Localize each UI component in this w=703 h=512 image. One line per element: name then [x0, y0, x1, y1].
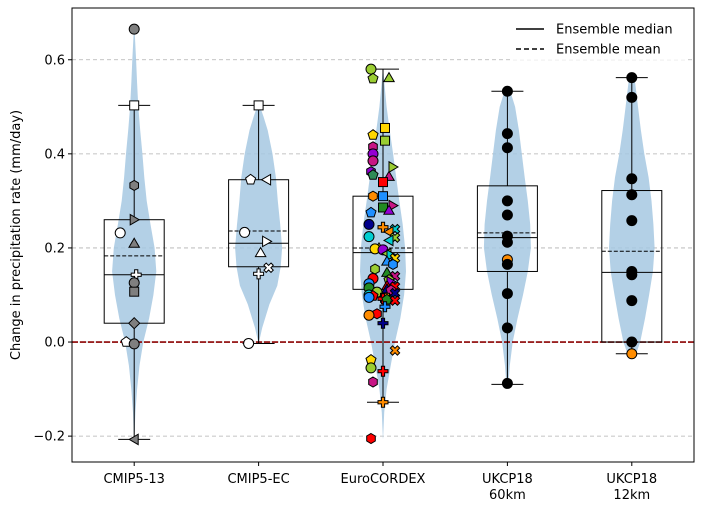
triangle-up-marker: [382, 71, 396, 83]
circle-marker: [501, 85, 513, 97]
circle-marker: [365, 362, 377, 374]
hexagon-marker: [129, 179, 139, 191]
diamond-marker: [127, 316, 141, 330]
violin: [235, 105, 283, 344]
circle-marker: [363, 218, 375, 230]
pentagon-marker: [120, 336, 132, 347]
plus-marker: [253, 268, 265, 280]
circle-marker: [363, 231, 375, 243]
x-tick-label-line2: 60km: [489, 488, 526, 503]
circle-marker: [114, 227, 126, 239]
hexagon-marker: [366, 432, 376, 445]
plus-marker: [377, 317, 389, 329]
legend-background: [512, 14, 688, 60]
circle-marker: [626, 336, 638, 348]
x-tick-label: CMIP5-EC: [227, 472, 289, 487]
hexagon-marker: [388, 258, 398, 270]
circle-marker: [363, 309, 375, 321]
legend: Ensemble median Ensemble mean: [512, 14, 688, 60]
circle-marker: [501, 128, 513, 140]
circle-marker: [367, 155, 379, 167]
violin: [112, 29, 157, 441]
cross-marker: [389, 295, 401, 307]
circle-marker: [501, 322, 513, 334]
square-marker: [129, 286, 140, 297]
legend-mean-label: Ensemble mean: [556, 43, 661, 58]
pentagon-marker: [367, 169, 379, 180]
x-tick-label: UKCP18: [606, 472, 657, 487]
square-marker: [378, 191, 388, 202]
circle-marker: [128, 277, 140, 289]
y-axis-label: Change in precipitation rate (mm/day): [9, 110, 24, 360]
y-tick-label: 0.2: [44, 241, 65, 256]
hexagon-marker: [368, 376, 378, 388]
y-tick-label: 0.4: [44, 147, 65, 162]
circle-marker: [501, 377, 513, 389]
y-tick-label: 0.0: [44, 336, 65, 351]
pentagon-marker: [365, 206, 377, 218]
triangle-left-marker: [128, 433, 139, 446]
plus-marker: [379, 301, 391, 313]
circle-marker: [501, 195, 513, 207]
y-axis-ticks: −0.2 0.0 0.2 0.4 0.6: [33, 53, 72, 445]
triangle-up-marker: [128, 237, 141, 248]
circle-marker: [501, 236, 513, 248]
square-marker: [380, 122, 390, 133]
y-tick-label: 0.6: [44, 53, 65, 68]
cross-marker: [263, 262, 274, 274]
circle-marker: [626, 348, 638, 360]
pentagon-marker: [245, 173, 257, 185]
circle-marker: [626, 215, 638, 227]
circle-marker: [501, 209, 513, 221]
x-axis-ticks: CMIP5-13 CMIP5-EC EuroCORDEX UKCP1860kmUKCP…: [103, 462, 657, 503]
plus-marker: [377, 396, 389, 408]
pentagon-marker: [367, 72, 379, 84]
circle-marker: [626, 72, 638, 84]
triangle-right-marker: [129, 213, 141, 226]
x-tick-label: UKCP18: [482, 472, 533, 487]
circle-marker: [501, 142, 513, 154]
circle-marker: [626, 269, 638, 281]
circle-marker: [501, 258, 513, 270]
square-marker: [378, 177, 388, 188]
circle-marker: [626, 189, 638, 201]
circle-marker: [501, 288, 513, 300]
x-tick-label: CMIP5-13: [103, 472, 164, 487]
y-tick-label: −0.2: [33, 430, 65, 445]
x-tick-label-line2: 12km: [613, 488, 650, 503]
x-tick-label: EuroCORDEX: [341, 472, 426, 487]
plus-marker: [377, 365, 389, 377]
triangle-up-marker: [254, 246, 267, 258]
square-marker: [380, 135, 390, 146]
hexagon-marker: [368, 190, 378, 202]
triangle-left-marker: [260, 173, 272, 186]
triangle-left-marker: [383, 234, 394, 247]
pentagon-marker: [367, 129, 379, 140]
iqr-box: [476, 185, 538, 272]
legend-median-label: Ensemble median: [556, 23, 673, 38]
cross-marker: [389, 345, 401, 356]
square-marker: [129, 100, 140, 111]
circle-marker: [365, 63, 377, 75]
circle-marker: [626, 91, 638, 103]
circle-marker: [128, 23, 140, 35]
circle-marker: [626, 173, 638, 185]
circle-marker: [363, 291, 375, 303]
data-points: [114, 23, 638, 446]
triangle-right-marker: [262, 235, 273, 248]
circle-marker: [239, 226, 251, 238]
circle-marker: [128, 338, 140, 350]
circle-marker: [626, 295, 638, 307]
iqr-box: [228, 179, 290, 268]
triangle-right-marker: [388, 160, 399, 174]
square-marker: [253, 100, 264, 111]
hexagon-marker: [370, 263, 380, 275]
triangle-up-marker: [382, 204, 396, 215]
circle-marker: [243, 337, 255, 349]
